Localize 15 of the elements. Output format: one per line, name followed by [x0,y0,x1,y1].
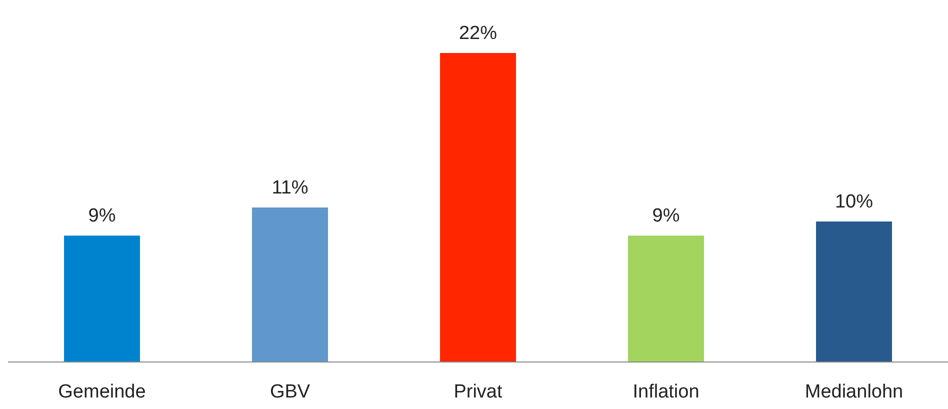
x-tick-label: Medianlohn [804,381,904,402]
x-tick-label: Inflation [632,381,700,402]
bar [628,236,704,362]
bar [440,53,516,362]
x-tick-label: Privat [454,381,503,402]
data-label: 9% [652,206,680,227]
bar [252,208,328,362]
data-label: 11% [272,178,308,198]
data-label: 22% [458,23,498,44]
bar [816,222,892,362]
data-label: 9% [88,206,116,227]
x-tick-label: GBV [270,381,310,402]
data-label: 10% [834,192,874,213]
x-tick-label: Gemeinde [58,381,146,402]
bar [64,236,140,362]
